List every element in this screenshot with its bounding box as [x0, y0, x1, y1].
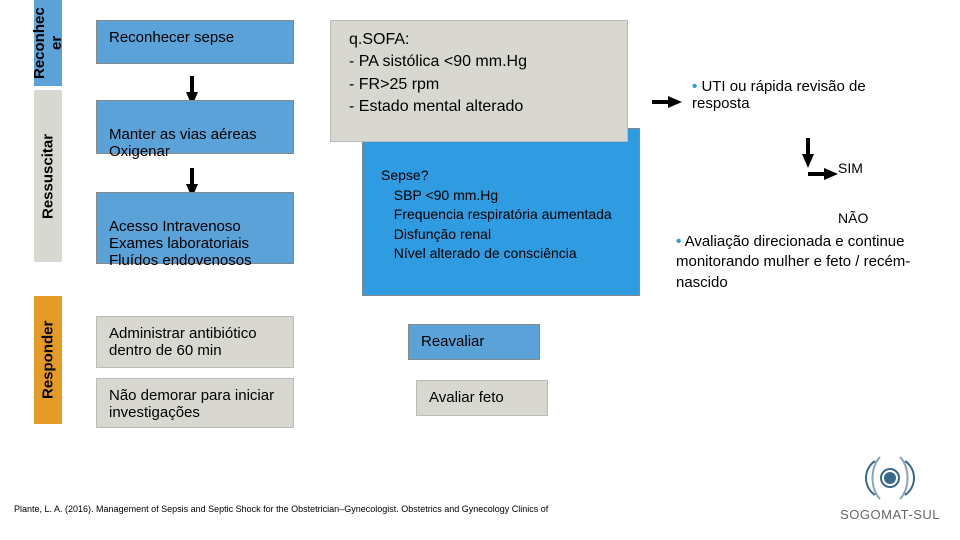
box-acesso-iv: Acesso Intravenoso Exames laboratoriais …	[96, 192, 294, 264]
sepse-item: • Nível alterado de consciência	[385, 245, 627, 263]
box-antibiotico-text: Administrar antibiótico dentro de 60 min	[109, 325, 257, 359]
box-reconhecer-sepse: Reconhecer sepse	[96, 20, 294, 64]
stage-reconhecer: Reconhec er	[34, 0, 62, 86]
box-investigacoes: Não demorar para iniciar investigações	[96, 378, 294, 428]
sepse-item: • Frequencia respiratória aumentada	[385, 206, 627, 224]
sepse-item: • SBP <90 mm.Hg	[385, 187, 627, 205]
label-sim: SIM	[838, 160, 863, 176]
sepse-list: • SBP <90 mm.Hg • Frequencia respiratóri…	[375, 187, 627, 263]
arrow-mid-right	[668, 96, 682, 108]
qsofa-item: - Estado mental alterado	[349, 96, 615, 118]
box-acesso-iv-text: Acesso Intravenoso Exames laboratoriais …	[109, 218, 252, 269]
logo-icon	[855, 451, 925, 505]
box-avaliar-feto: Avaliar feto	[416, 380, 548, 416]
logo-text: SOGOMAT-SUL	[840, 507, 940, 522]
box-antibiotico: Administrar antibiótico dentro de 60 min	[96, 316, 294, 368]
qsofa-item: - FR>25 rpm	[349, 74, 615, 96]
label-nao: NÃO	[838, 210, 868, 226]
box-vias-aereas: Manter as vias aéreas Oxigenar	[96, 100, 294, 154]
stage-responder: Responder	[34, 296, 62, 424]
logo: SOGOMAT-SUL	[840, 451, 940, 522]
qsofa-title: q.SOFA:	[349, 29, 615, 51]
stage-responder-text: Responder	[40, 321, 57, 399]
right-uti: • UTI ou rápida revisão de resposta	[692, 78, 922, 112]
sepse-title: Sepse?	[381, 167, 627, 185]
box-qsofa: q.SOFA: - PA sistólica <90 mm.Hg - FR>25…	[330, 20, 628, 142]
box-avaliar-feto-text: Avaliar feto	[429, 389, 504, 406]
box-vias-aereas-text: Manter as vias aéreas Oxigenar	[109, 126, 257, 160]
arrow-uti	[802, 154, 814, 168]
box-sepse-criteria: Sepse? • SBP <90 mm.Hg • Frequencia resp…	[362, 128, 640, 296]
stage-ressuscitar: Ressuscitar	[34, 90, 62, 262]
sepse-item: • Disfunção renal	[385, 226, 627, 244]
stage-reconhecer-text: Reconhec er	[31, 0, 65, 86]
arrow-sim	[824, 168, 838, 180]
qsofa-item: - PA sistólica <90 mm.Hg	[349, 51, 615, 73]
box-investigacoes-text: Não demorar para iniciar investigações	[109, 387, 274, 421]
box-reavaliar-text: Reavaliar	[421, 333, 484, 350]
box-reavaliar: Reavaliar	[408, 324, 540, 360]
stage-ressuscitar-text: Ressuscitar	[40, 133, 57, 218]
citation: Plante, L. A. (2016). Management of Seps…	[14, 504, 548, 514]
box-reconhecer-sepse-text: Reconhecer sepse	[109, 29, 234, 46]
right-avaliacao: • Avaliação direcionada e continue monit…	[676, 232, 930, 293]
